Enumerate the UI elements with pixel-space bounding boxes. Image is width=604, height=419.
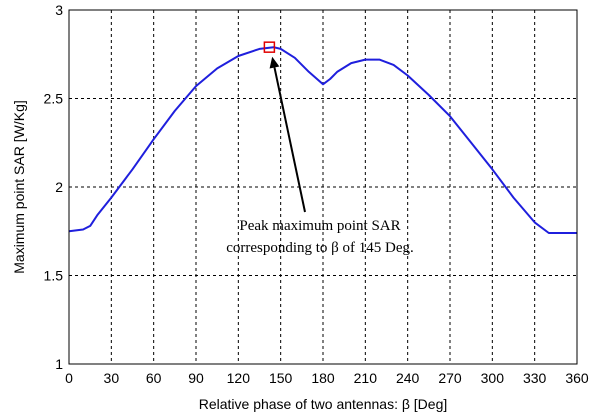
y-axis-label: Maximum point SAR [W/Kg] (11, 100, 27, 274)
x-tick-label: 120 (227, 370, 251, 386)
y-tick-label: 3 (55, 2, 63, 18)
x-tick-label: 210 (354, 370, 378, 386)
x-tick-label: 90 (188, 370, 204, 386)
x-tick-label: 0 (65, 370, 73, 386)
peak-marker (263, 41, 276, 53)
annotation-arrowhead (269, 56, 280, 69)
series-line-layer (68, 46, 577, 234)
x-axis-label: Relative phase of two antennas: β [Deg] (199, 396, 448, 412)
y-tick-label: 2 (55, 179, 63, 195)
y-tick-label: 2.5 (44, 91, 64, 107)
x-tick-label: 360 (565, 370, 589, 386)
x-tick-label: 300 (481, 370, 505, 386)
x-tick-labels: 0 30 60 90 120 150 180 210 240 270 300 330 360 (65, 370, 589, 386)
grid-lines (69, 10, 577, 364)
x-tick-label: 240 (396, 370, 420, 386)
y-tick-label: 1.5 (44, 268, 64, 284)
annotation: Peak maximum point SAR corresponding to … (226, 56, 414, 256)
plot-frame (68, 9, 578, 365)
y-tick-label: 1 (55, 356, 63, 372)
x-tick-label: 180 (311, 370, 335, 386)
y-tick-labels: 1 1.5 2 2.5 3 (44, 2, 64, 372)
x-tick-label: 30 (104, 370, 120, 386)
x-tick-label: 60 (146, 370, 162, 386)
x-tick-label: 330 (523, 370, 547, 386)
series-line-0 (68, 46, 577, 234)
x-tick-label: 270 (438, 370, 462, 386)
annotation-text-line-1: Peak maximum point SAR (239, 218, 400, 234)
x-tick-label: 150 (269, 370, 293, 386)
annotation-arrow (273, 67, 306, 213)
annotation-text-line-2: corresponding to β of 145 Deg. (226, 240, 414, 256)
